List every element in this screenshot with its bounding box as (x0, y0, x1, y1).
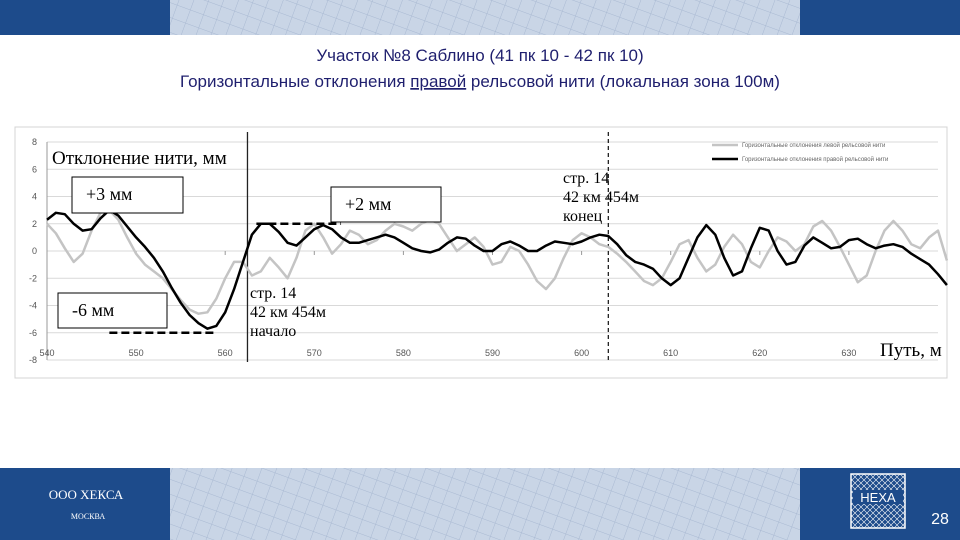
annotation: стр. 14 (250, 285, 296, 302)
annotation: стр. 14 (563, 170, 609, 187)
series-line (46, 208, 948, 330)
annotation-box (71, 176, 184, 214)
annotation: +3 мм (86, 184, 132, 204)
title-part: Горизонтальные отклонения (180, 72, 406, 91)
title: Горизонтальные отклонения правой рельсов… (180, 72, 780, 91)
x-tick-label: 590 (485, 348, 500, 358)
x-tick-label: 610 (663, 348, 678, 358)
x-axis-label: Путь, м (880, 340, 942, 361)
x-tick-label: 600 (574, 348, 589, 358)
y-tick-label: 4 (32, 192, 37, 202)
annotation: начало (250, 323, 296, 340)
x-tick-label: 540 (39, 348, 54, 358)
page-number: 28 (931, 511, 949, 528)
annotation-box (57, 292, 168, 329)
x-tick-label: 560 (218, 348, 233, 358)
y-tick-label: 6 (32, 164, 37, 174)
annotation-box (330, 186, 442, 223)
logo-label-bg (853, 490, 903, 504)
y-tick-label: -6 (29, 328, 37, 338)
annotation: 42 км 454м (250, 304, 326, 321)
x-tick-label: 570 (307, 348, 322, 358)
y-tick-label: -8 (29, 355, 37, 365)
x-tick-label: 550 (129, 348, 144, 358)
series-line (46, 208, 949, 315)
y-tick-label: 0 (32, 246, 37, 256)
top-banner-right (800, 0, 960, 35)
x-tick-label: 620 (752, 348, 767, 358)
city: МОСКВА (71, 512, 105, 521)
company: ООО ХЕКСА (49, 487, 124, 502)
y-tick-label: 2 (32, 219, 37, 229)
title-part: рельсовой нити (локальная зона 100м) (471, 72, 780, 91)
legend-label: Горизонтальные отклонения левой рельсово… (742, 142, 885, 149)
y-tick-label: 8 (32, 137, 37, 147)
top-banner-left (0, 0, 170, 35)
annotation: -6 мм (72, 300, 114, 320)
annotation: конец (563, 208, 603, 225)
annotation: +2 мм (345, 194, 391, 214)
y-axis-label: Отклонение нити, мм (52, 148, 227, 169)
legend-label: Горизонтальные отклонения правой рельсов… (742, 156, 888, 163)
y-tick-label: -4 (29, 301, 37, 311)
logo: HEXA (850, 473, 906, 529)
logo-text: HEXA (860, 490, 896, 505)
y-tick-label: -2 (29, 273, 37, 283)
title-emphasis: правой (410, 72, 466, 91)
x-tick-label: 630 (841, 348, 856, 358)
title: Участок №8 Саблино (41 пк 10 - 42 пк 10) (316, 46, 643, 65)
annotation: 42 км 454м (563, 189, 639, 206)
x-tick-label: 580 (396, 348, 411, 358)
bottom-banner-left (0, 468, 170, 540)
